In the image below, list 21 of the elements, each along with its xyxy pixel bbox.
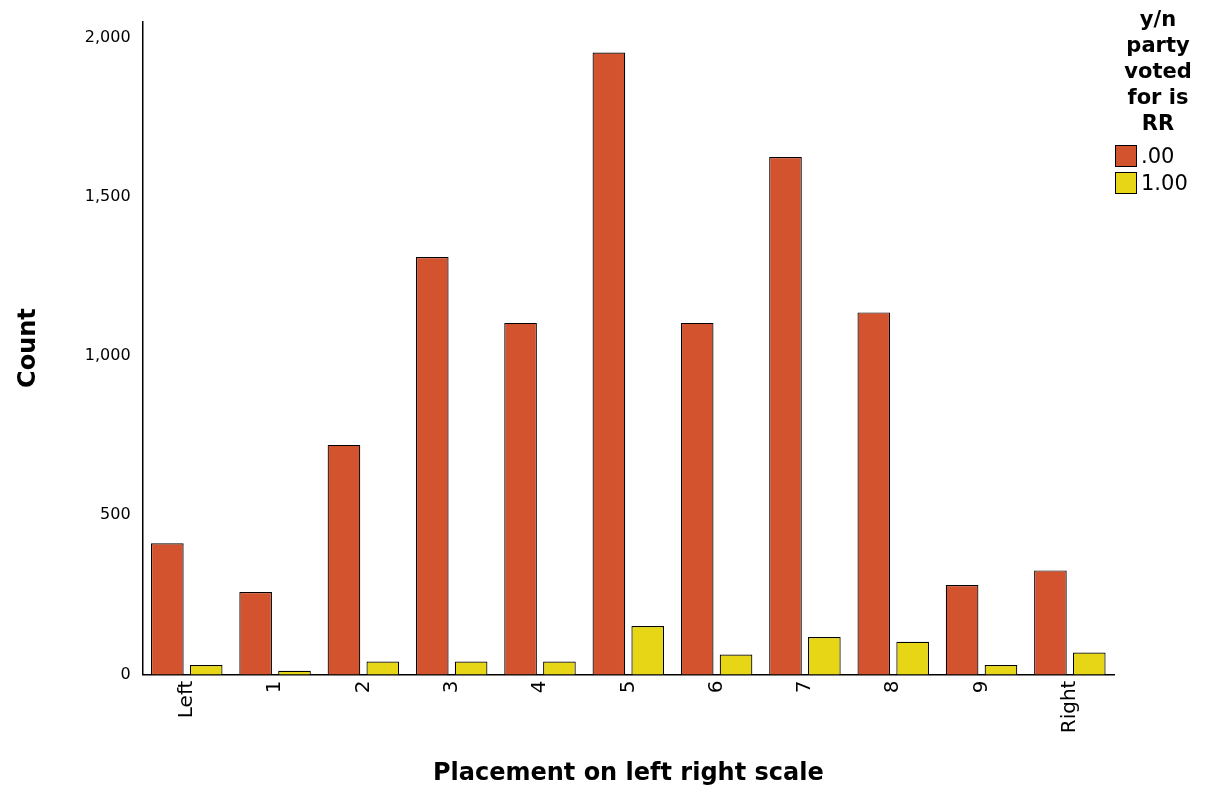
x-tick-label: 9	[967, 680, 992, 694]
x-tick-label: Left	[172, 680, 197, 719]
x-axis-title: Placement on left right scale	[432, 757, 824, 786]
y-tick-label: 1,500	[84, 185, 131, 205]
y-tick-label: 500	[100, 504, 131, 524]
x-tick-label: 6	[702, 680, 727, 694]
x-tick-label: 1	[261, 680, 286, 694]
x-tick-label: 5	[614, 680, 639, 694]
x-tick-label: 4	[526, 680, 551, 694]
x-tick-label: 2	[349, 680, 374, 694]
x-tick-label: 8	[879, 680, 904, 694]
legend-label: 1.00	[1141, 170, 1188, 195]
x-tick-label: 3	[437, 680, 462, 694]
y-tick-label: 0	[120, 663, 131, 683]
legend-label: .00	[1141, 143, 1175, 168]
legend-title: y/n party voted for is RR	[1123, 6, 1193, 136]
y-tick-label: 2,000	[84, 26, 131, 46]
x-tick-label: Right	[1056, 680, 1081, 734]
x-tick-label: 7	[791, 680, 816, 694]
y-axis-title: Count	[12, 308, 41, 388]
y-tick-label: 1,000	[84, 345, 131, 365]
